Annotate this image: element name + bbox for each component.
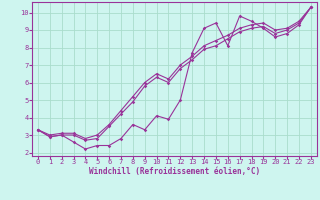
X-axis label: Windchill (Refroidissement éolien,°C): Windchill (Refroidissement éolien,°C) — [89, 167, 260, 176]
